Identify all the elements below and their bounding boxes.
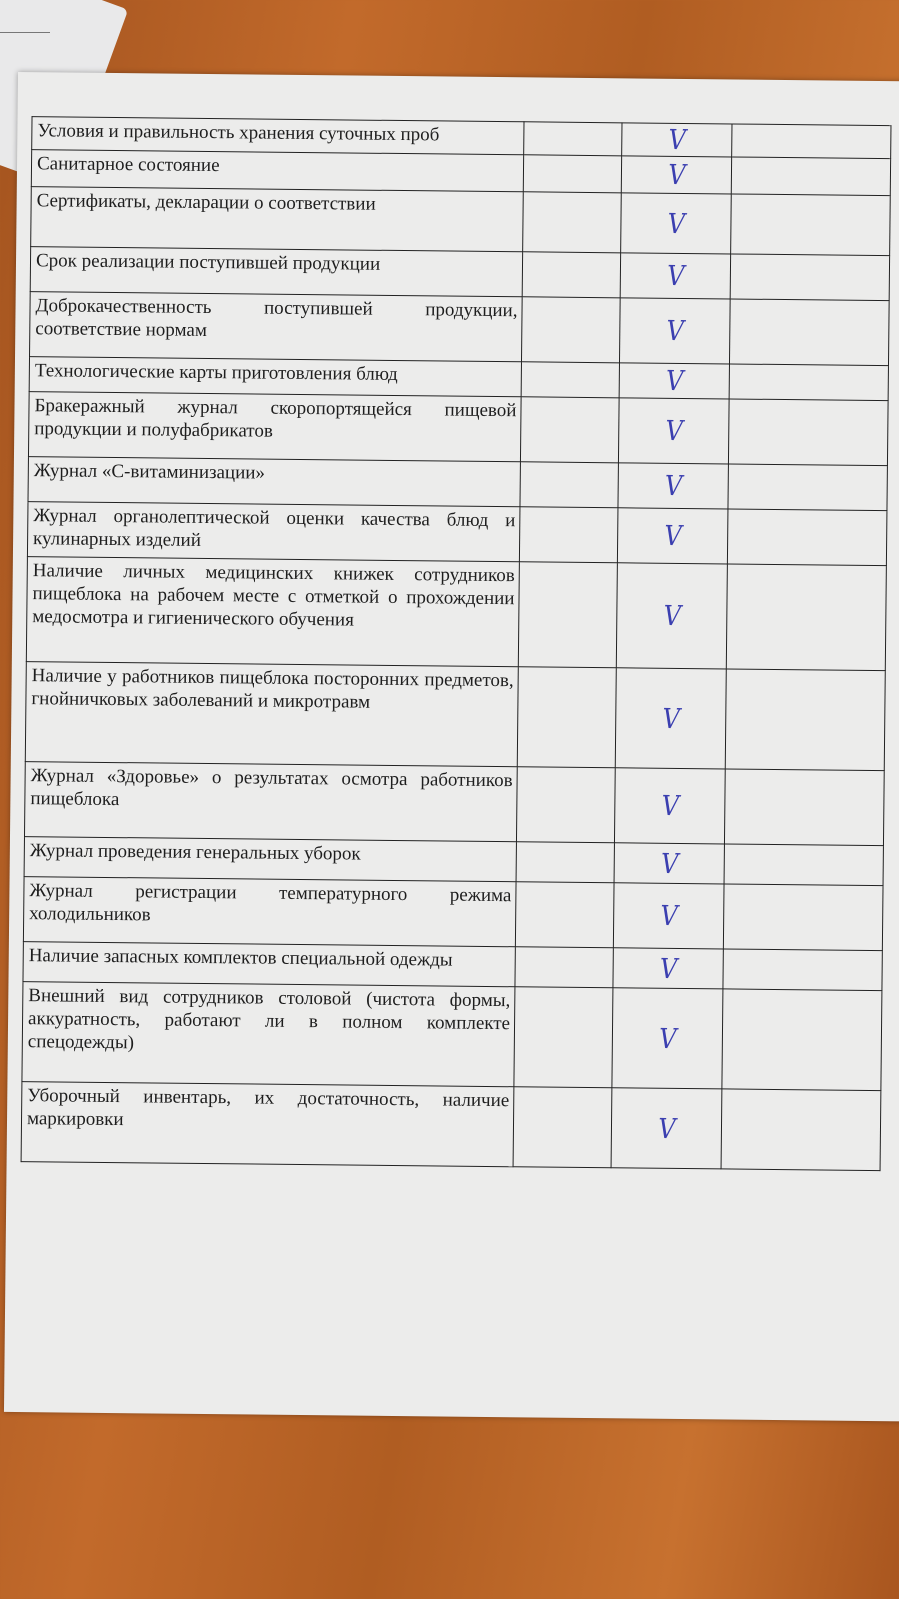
criterion-text: Наличие личных медицинских книжек сотруд… bbox=[26, 556, 520, 667]
cell-check: V bbox=[611, 987, 723, 1089]
cell-empty bbox=[518, 561, 618, 668]
cell-check: V bbox=[614, 767, 726, 844]
criterion-text: Наличие у работников пищеблока посторонн… bbox=[25, 661, 519, 767]
criterion-text: Журнал «С-витаминизации» bbox=[28, 456, 521, 507]
checkmark: V bbox=[668, 123, 687, 157]
cell-empty bbox=[723, 883, 884, 951]
cell-check: V bbox=[617, 462, 729, 509]
cell-empty bbox=[521, 296, 621, 363]
cell-empty bbox=[516, 766, 616, 843]
table-row: Журнал «Здоровье» о результатах осмотра … bbox=[24, 761, 885, 846]
cell-check: V bbox=[621, 122, 732, 157]
cell-empty bbox=[522, 191, 622, 253]
criterion-text: Журнал «Здоровье» о результатах осмотра … bbox=[24, 761, 518, 842]
cell-empty bbox=[519, 506, 618, 563]
cell-empty bbox=[726, 563, 887, 671]
checkmark: V bbox=[668, 158, 686, 192]
cell-empty bbox=[730, 253, 890, 301]
cell-check: V bbox=[618, 397, 730, 464]
checkmark: V bbox=[666, 314, 685, 348]
table-row: Сертификаты, декларации о соответствии V bbox=[30, 186, 891, 256]
table-row: Бракеражный журнал скоропортящейся пищев… bbox=[28, 391, 889, 466]
cell-check: V bbox=[619, 362, 730, 399]
table-row: Внешний вид сотрудников столовой (чистот… bbox=[21, 981, 882, 1091]
checkmark: V bbox=[660, 847, 679, 880]
checkmark: V bbox=[658, 1112, 676, 1145]
cell-empty bbox=[517, 666, 617, 768]
cell-check: V bbox=[613, 882, 725, 949]
table-row: Журнал регистрации температурного режима… bbox=[23, 876, 884, 951]
table-row: Наличие личных медицинских книжек сотруд… bbox=[26, 556, 887, 671]
cell-empty bbox=[520, 396, 620, 463]
document-page: Условия и правильность хранения суточных… bbox=[3, 72, 899, 1422]
criterion-text: Журнал регистрации температурного режима… bbox=[23, 876, 517, 947]
table-row: Журнал органолептической оценки качества… bbox=[27, 501, 887, 566]
cell-empty bbox=[523, 154, 622, 193]
table-row: Доброкачественность поступившей продукци… bbox=[29, 291, 890, 366]
criterion-text: Журнал проведения генеральных уборок bbox=[24, 836, 517, 882]
checkmark: V bbox=[661, 789, 680, 823]
cell-check: V bbox=[611, 1087, 722, 1169]
cell-empty bbox=[731, 156, 891, 196]
cell-empty bbox=[515, 881, 615, 948]
cell-empty bbox=[514, 946, 614, 988]
cell-empty bbox=[721, 988, 882, 1091]
cell-check: V bbox=[621, 155, 732, 194]
cell-empty bbox=[728, 398, 889, 466]
criterion-text: Наличие запасных комплектов специальной … bbox=[22, 941, 516, 987]
cell-check: V bbox=[614, 842, 725, 884]
checkmark: V bbox=[663, 599, 682, 633]
checkmark: V bbox=[664, 469, 683, 503]
cell-empty bbox=[721, 1088, 881, 1171]
cell-check: V bbox=[619, 297, 731, 364]
checkmark: V bbox=[664, 519, 683, 553]
cell-check: V bbox=[617, 507, 728, 564]
checkmark: V bbox=[662, 702, 681, 735]
criterion-text: Условия и правильность хранения суточных… bbox=[31, 116, 525, 155]
table-row: Наличие у работников пищеблока посторонн… bbox=[25, 661, 886, 771]
cell-empty bbox=[513, 986, 613, 1088]
cell-empty bbox=[513, 1086, 612, 1168]
cell-check: V bbox=[620, 192, 732, 254]
cell-empty bbox=[725, 668, 886, 771]
cell-empty bbox=[516, 841, 615, 883]
cell-empty bbox=[722, 948, 883, 991]
criterion-text: Санитарное состояние bbox=[31, 149, 524, 192]
cell-empty bbox=[729, 298, 890, 366]
checkmark: V bbox=[665, 364, 684, 398]
cell-empty bbox=[523, 121, 623, 156]
cell-empty bbox=[522, 251, 621, 298]
criterion-text: Технологические карты приготовления блюд bbox=[29, 356, 522, 397]
cell-check: V bbox=[612, 947, 724, 989]
cell-check: V bbox=[620, 252, 731, 299]
cell-empty bbox=[727, 508, 887, 566]
checkmark: V bbox=[665, 414, 684, 448]
cell-empty bbox=[727, 463, 888, 511]
cell-empty bbox=[724, 843, 884, 886]
cell-empty bbox=[731, 123, 891, 159]
checkmark: V bbox=[667, 259, 685, 293]
criterion-text: Внешний вид сотрудников столовой (чистот… bbox=[21, 981, 515, 1087]
cell-empty bbox=[730, 193, 891, 256]
criterion-text: Бракеражный журнал скоропортящейся пищев… bbox=[28, 391, 522, 462]
checkmark: V bbox=[659, 1022, 677, 1055]
checkmark: V bbox=[659, 952, 678, 985]
table-row: Уборочный инвентарь, их достаточность, н… bbox=[21, 1081, 881, 1171]
criterion-text: Сертификаты, декларации о соответствии bbox=[30, 186, 524, 252]
criterion-text: Журнал органолептической оценки качества… bbox=[27, 501, 520, 562]
checklist-table: Условия и правильность хранения суточных… bbox=[21, 116, 892, 1171]
cell-empty bbox=[724, 768, 885, 846]
criterion-text: Срок реализации поступившей продукции bbox=[30, 246, 523, 297]
cell-check: V bbox=[616, 562, 728, 669]
criterion-text: Доброкачественность поступившей продукци… bbox=[29, 291, 523, 362]
cell-check: V bbox=[615, 667, 727, 769]
cell-empty bbox=[521, 361, 620, 398]
cell-empty bbox=[729, 363, 889, 401]
checkmark: V bbox=[667, 207, 686, 240]
checkmark: V bbox=[660, 899, 679, 933]
divider bbox=[0, 32, 50, 33]
criterion-text: Уборочный инвентарь, их достаточность, н… bbox=[21, 1081, 514, 1167]
cell-empty bbox=[519, 461, 619, 508]
